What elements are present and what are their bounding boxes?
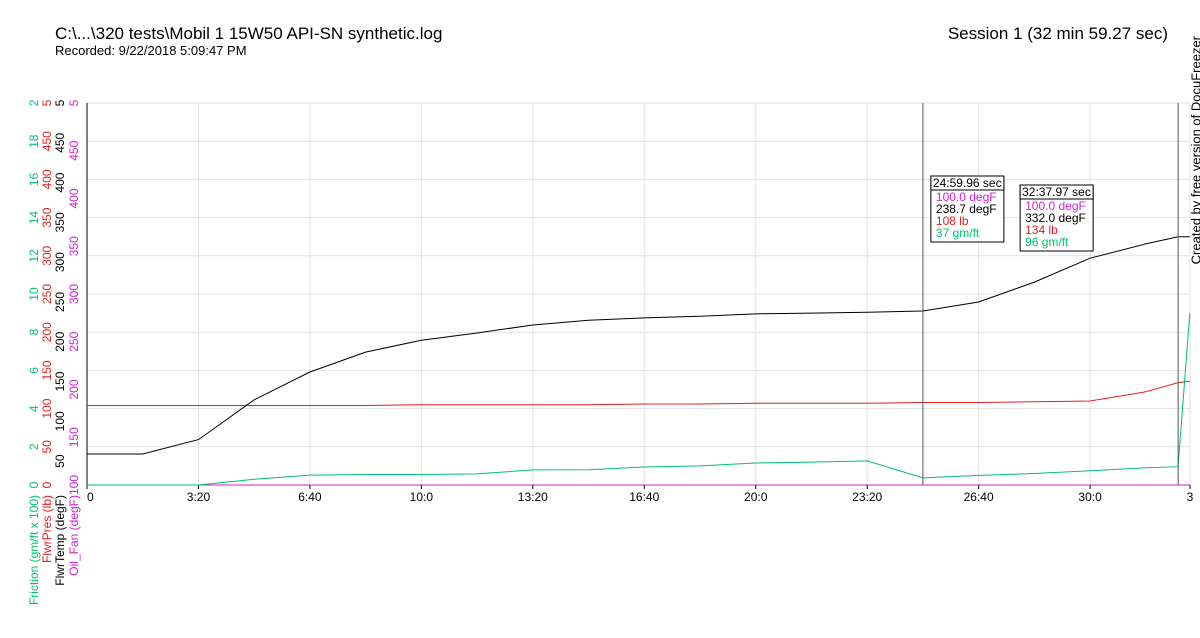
y-tick-label: 300 bbox=[40, 245, 54, 265]
readout-line: 134 lb bbox=[1025, 223, 1058, 237]
x-tick-label: 0 bbox=[87, 490, 94, 504]
readout-header-box bbox=[930, 175, 1005, 191]
y-axis-label: Friction (gm/ft x 100) bbox=[27, 495, 41, 605]
y-tick-label: 350 bbox=[40, 207, 54, 227]
readout-header-box bbox=[1019, 184, 1094, 200]
y-tick-label: 150 bbox=[67, 427, 81, 447]
y-tick-label: 200 bbox=[67, 379, 81, 399]
readout-line: 100.0 degF bbox=[1025, 199, 1086, 213]
y-tick-label: 150 bbox=[53, 371, 67, 391]
y-tick-label: 12 bbox=[27, 249, 41, 263]
readout-header: 24:59.96 sec bbox=[933, 176, 1002, 190]
y-tick-label: 0 bbox=[40, 481, 54, 488]
x-tick-label: 20:0 bbox=[744, 490, 768, 504]
y-tick-label: 50 bbox=[40, 440, 54, 454]
y-tick-label: 50 bbox=[53, 454, 67, 468]
x-tick-label: 23:20 bbox=[852, 490, 882, 504]
y-axis-label: Oil_Fan (degF) bbox=[67, 495, 81, 576]
y-tick-label: 4 bbox=[27, 405, 41, 412]
y-tick-label: 350 bbox=[53, 212, 67, 232]
y-tick-label: 100 bbox=[40, 398, 54, 418]
y-tick-label: 300 bbox=[53, 252, 67, 272]
y-tick-label: 100 bbox=[53, 411, 67, 431]
readout-header: 32:37.97 sec bbox=[1022, 185, 1091, 199]
y-tick-label: 450 bbox=[53, 132, 67, 152]
readout-line: 108 lb bbox=[936, 214, 969, 228]
y-tick-label: 200 bbox=[40, 322, 54, 342]
y-tick-label: 150 bbox=[40, 360, 54, 380]
y-axis-label: FlwrTemp (degF) bbox=[53, 495, 67, 586]
y-tick-label: 200 bbox=[53, 331, 67, 351]
y-tick-label: 2 bbox=[27, 443, 41, 450]
x-tick-label: 10:0 bbox=[410, 490, 434, 504]
x-tick-label: 16:40 bbox=[629, 490, 659, 504]
y-tick-label: 450 bbox=[67, 140, 81, 160]
y-tick-label: 2 bbox=[27, 99, 41, 106]
y-tick-label: 6 bbox=[27, 367, 41, 374]
y-tick-label: 400 bbox=[40, 169, 54, 189]
y-tick-label: 10 bbox=[27, 287, 41, 301]
y-axis-label: FlwrPres (lb) bbox=[40, 495, 54, 563]
series-line bbox=[87, 380, 1190, 406]
y-tick-label: 5 bbox=[67, 99, 81, 106]
y-tick-label: 18 bbox=[27, 134, 41, 148]
y-tick-label: 250 bbox=[67, 331, 81, 351]
readout-line: 37 gm/ft bbox=[936, 226, 980, 240]
y-tick-label: 350 bbox=[67, 236, 81, 256]
x-tick-label: 26:40 bbox=[964, 490, 994, 504]
y-tick-label: 450 bbox=[40, 131, 54, 151]
x-tick-label: 3:20 bbox=[187, 490, 211, 504]
y-tick-label: 250 bbox=[53, 292, 67, 312]
y-tick-label: 300 bbox=[67, 284, 81, 304]
y-tick-label: 250 bbox=[40, 284, 54, 304]
readout-line: 96 gm/ft bbox=[1025, 235, 1069, 249]
y-tick-label: 16 bbox=[27, 172, 41, 186]
readout-line: 332.0 degF bbox=[1025, 211, 1086, 225]
y-tick-label: 5 bbox=[40, 99, 54, 106]
series-line bbox=[87, 313, 1191, 486]
chart-title: C:\...\320 tests\Mobil 1 15W50 API-SN sy… bbox=[55, 24, 442, 43]
y-tick-label: 0 bbox=[27, 481, 41, 488]
y-tick-label: 400 bbox=[53, 172, 67, 192]
readout-line: 238.7 degF bbox=[936, 202, 997, 216]
y-tick-label: 100 bbox=[67, 475, 81, 495]
y-tick-label: 8 bbox=[27, 329, 41, 336]
chart-subtitle: Recorded: 9/22/2018 5:09:47 PM bbox=[55, 43, 247, 58]
x-tick-label: 13:20 bbox=[518, 490, 548, 504]
x-tick-label: 30:0 bbox=[1078, 490, 1102, 504]
y-tick-label: 5 bbox=[53, 99, 67, 106]
y-tick-label: 400 bbox=[67, 188, 81, 208]
series-line bbox=[87, 236, 1190, 455]
watermark: Created by free version of DocuFreezer bbox=[1188, 35, 1200, 264]
y-tick-label: 14 bbox=[27, 211, 41, 225]
readout-line: 100.0 degF bbox=[936, 190, 997, 204]
x-tick-label: 3 bbox=[1187, 490, 1194, 504]
session-label: Session 1 (32 min 59.27 sec) bbox=[948, 24, 1168, 43]
x-tick-label: 6:40 bbox=[298, 490, 322, 504]
